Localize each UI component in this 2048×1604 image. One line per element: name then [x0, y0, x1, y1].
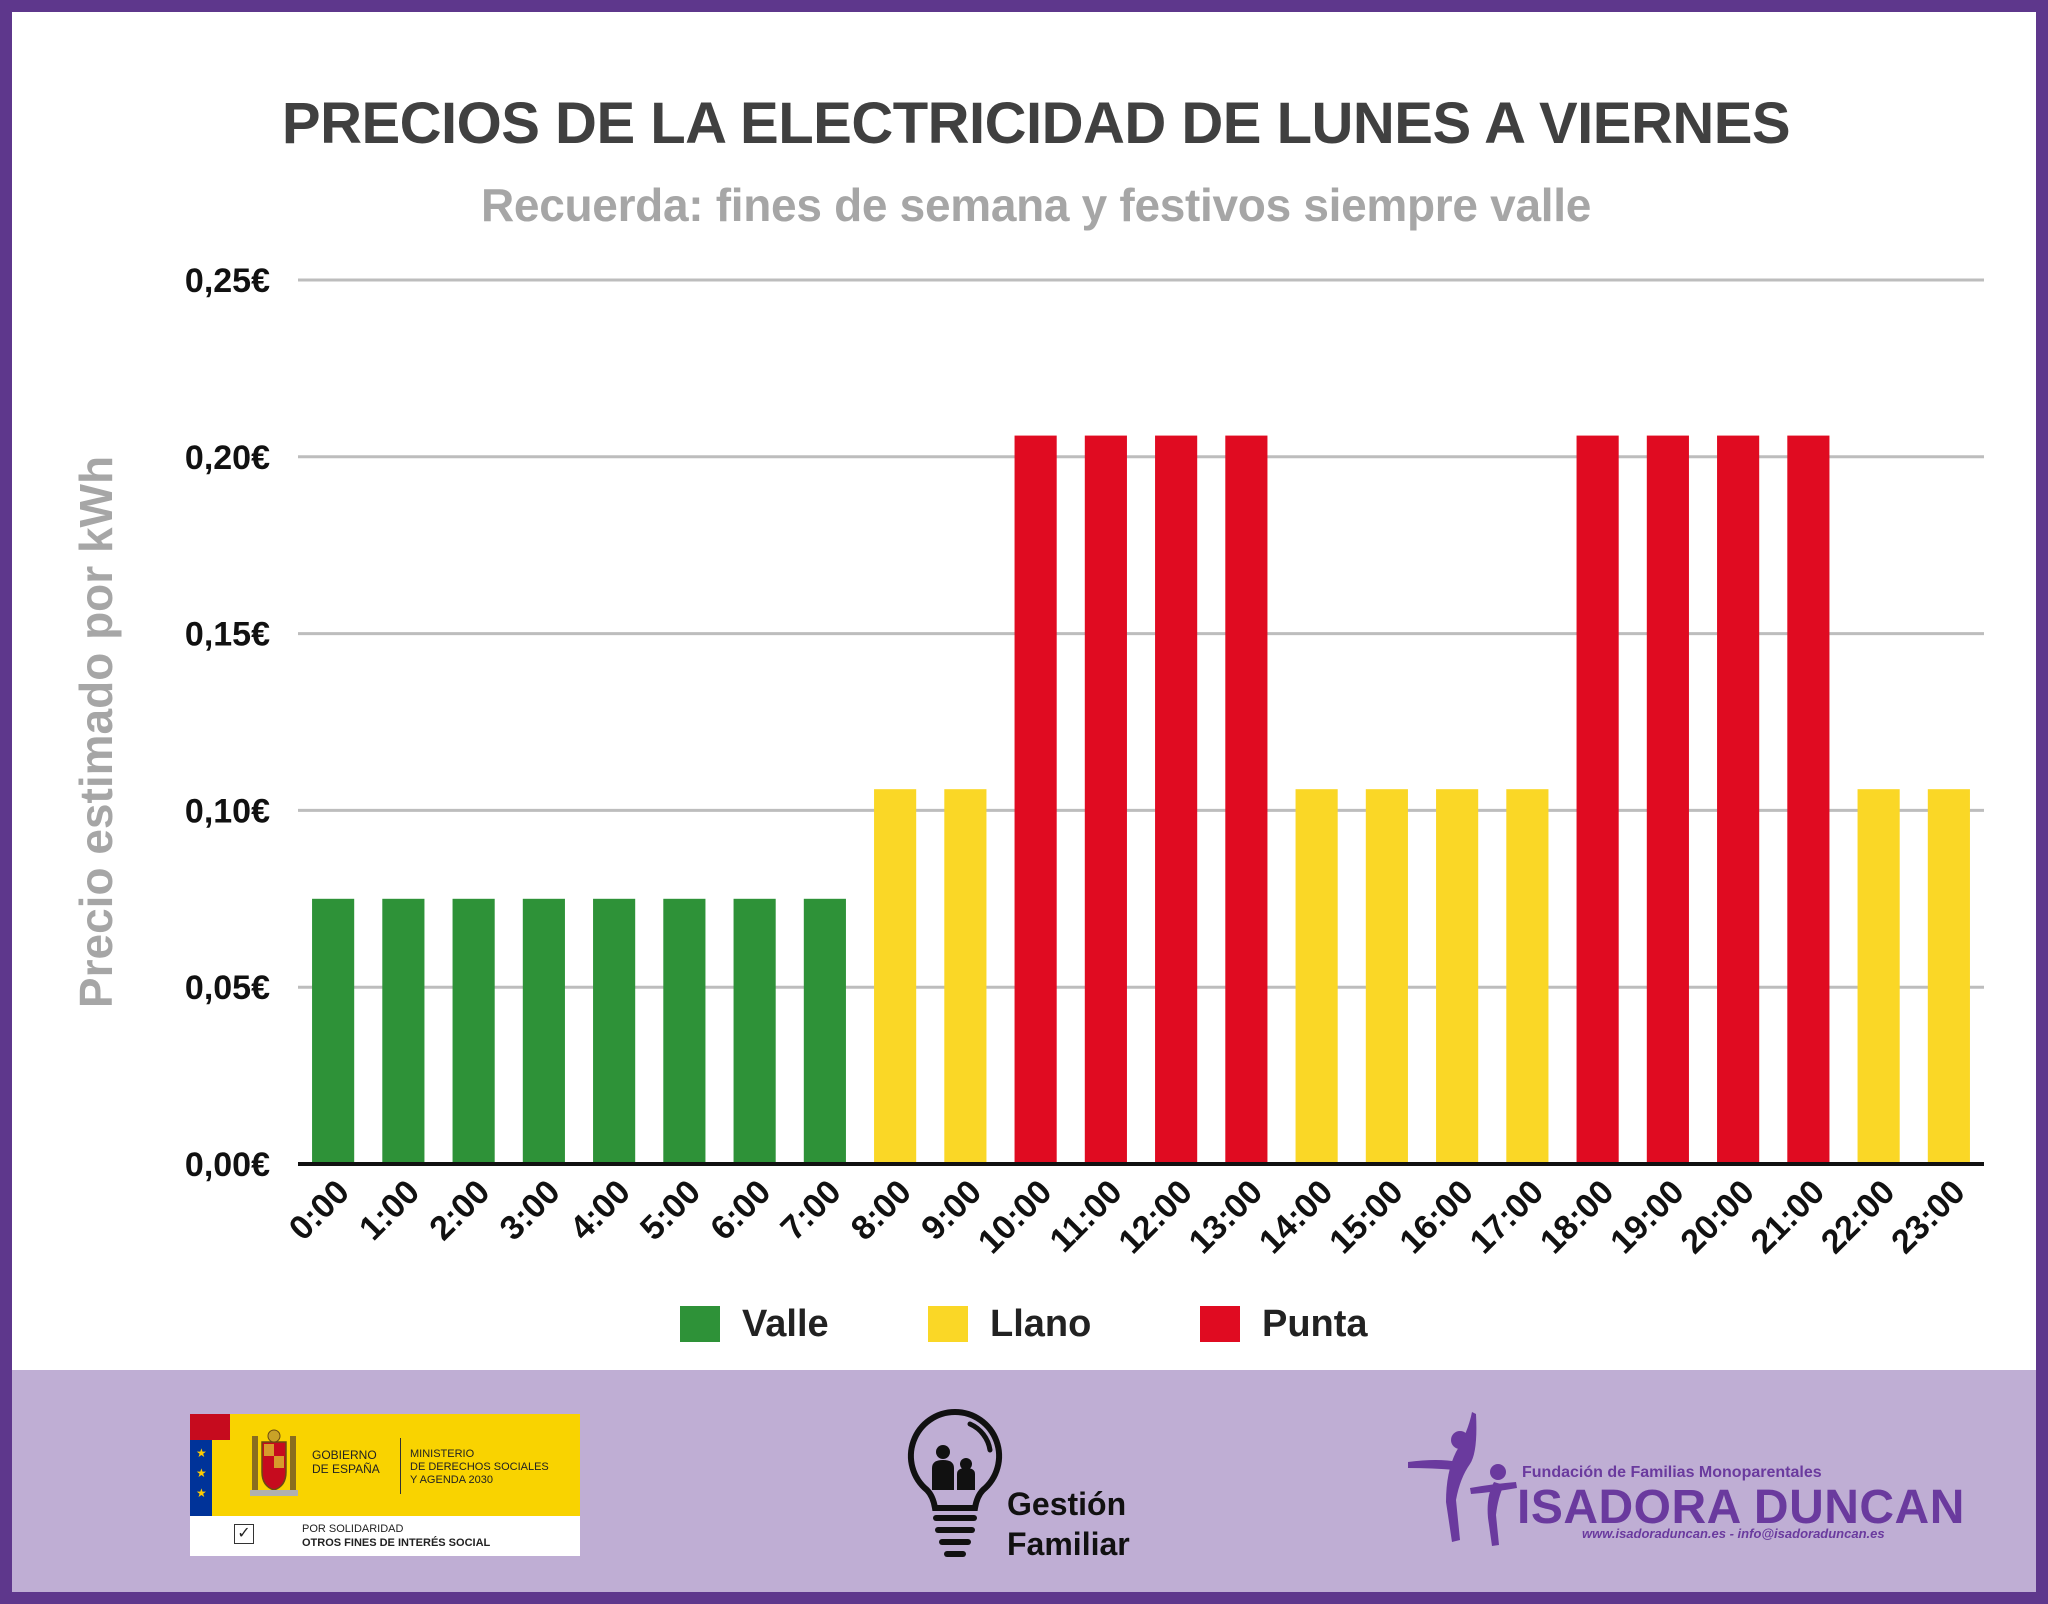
solidaridad-text: POR SOLIDARIDAD OTROS FINES DE INTERÉS S… — [302, 1523, 491, 1549]
x-tick-label: 16:00 — [1392, 1173, 1480, 1261]
x-tick-label: 1:00 — [352, 1173, 427, 1248]
bar — [1084, 435, 1127, 1165]
legend-swatch-valle — [680, 1306, 720, 1342]
bar — [1927, 789, 1970, 1164]
chart-subtitle: Recuerda: fines de semana y festivos sie… — [481, 179, 1591, 231]
x-tick-label: 13:00 — [1182, 1173, 1270, 1261]
website-contact: www.isadoraduncan.es - info@isadoradunca… — [1582, 1526, 1885, 1541]
x-tick-label: 5:00 — [633, 1173, 708, 1248]
gobierno-logo: ★ ★ ★ GOBIERNO DE ESPAÑA MINISTERIO — [190, 1414, 580, 1556]
x-tick-label: 17:00 — [1463, 1173, 1551, 1261]
bar — [874, 789, 917, 1164]
bar — [803, 898, 846, 1164]
x-tick-label: 11:00 — [1042, 1173, 1129, 1260]
x-tick-label: 10:00 — [971, 1173, 1059, 1261]
bar — [733, 898, 776, 1164]
bar — [944, 789, 987, 1164]
bar-chart: 0,00€ 0,05€ 0,10€ 0,15€ 0,20€ 0,25€ Precio est… — [70, 262, 1984, 1345]
y-tick-label: 0,15€ — [185, 616, 270, 654]
bar — [382, 898, 425, 1164]
bar — [663, 898, 706, 1164]
legend-label-llano: Llano — [990, 1303, 1091, 1345]
y-tick-label: 0,10€ — [185, 792, 270, 830]
bar — [1155, 435, 1198, 1165]
bar — [522, 898, 565, 1164]
x-tick-label: 14:00 — [1252, 1173, 1340, 1261]
y-tick-label: 0,25€ — [185, 262, 270, 300]
y-axis-label: Precio estimado por kWh — [70, 456, 122, 1008]
bar — [1857, 789, 1900, 1164]
checkbox-icon: ✓ — [234, 1524, 254, 1544]
x-tick-label: 6:00 — [703, 1173, 778, 1248]
bar — [1225, 435, 1268, 1165]
gov-yellow-band: GOBIERNO DE ESPAÑA MINISTERIO DE DERECHO… — [230, 1414, 580, 1516]
eu-spain-flag-icon: ★ ★ ★ — [190, 1414, 230, 1516]
x-tick-label: 3:00 — [493, 1173, 568, 1248]
bar — [1365, 789, 1408, 1164]
bar — [1787, 435, 1830, 1165]
x-tick-label: 4:00 — [563, 1173, 638, 1248]
bar — [1576, 435, 1619, 1165]
x-tick-label: 21:00 — [1744, 1173, 1832, 1261]
x-tick-label: 20:00 — [1673, 1173, 1761, 1261]
bar — [312, 898, 355, 1164]
bar — [1295, 789, 1338, 1164]
x-tick-label: 8:00 — [844, 1173, 919, 1248]
legend-label-valle: Valle — [742, 1303, 829, 1345]
x-tick-label: 2:00 — [422, 1173, 497, 1248]
gestion-familiar-label: Gestión Familiar — [1007, 1486, 1130, 1562]
dancer-figures-icon — [1408, 1412, 1517, 1546]
chart-title: PRECIOS DE LA ELECTRICIDAD DE LUNES A VI… — [281, 91, 1791, 156]
legend-swatch-punta — [1200, 1306, 1240, 1342]
gobierno-text: GOBIERNO DE ESPAÑA — [312, 1448, 380, 1476]
x-tick-label: 7:00 — [774, 1173, 849, 1248]
x-tick-label: 22:00 — [1814, 1173, 1902, 1261]
legend-swatch-llano — [928, 1306, 968, 1342]
bar — [1646, 435, 1689, 1165]
ministerio-text: MINISTERIO DE DERECHOS SOCIALES Y AGENDA… — [410, 1448, 549, 1486]
fundacion-label: Fundación de Familias Monoparentales — [1522, 1464, 1822, 1481]
y-tick-label: 0,00€ — [185, 1146, 270, 1184]
bar — [1014, 435, 1057, 1165]
x-tick-label: 19:00 — [1603, 1173, 1691, 1261]
y-tick-label: 0,05€ — [185, 969, 270, 1007]
bar — [1717, 435, 1760, 1165]
legend-label-punta: Punta — [1262, 1303, 1368, 1345]
coat-of-arms-icon — [250, 1429, 298, 1496]
x-tick-label: 15:00 — [1322, 1173, 1410, 1261]
bar — [1436, 789, 1479, 1164]
y-tick-label: 0,20€ — [185, 439, 270, 477]
x-tick-label: 23:00 — [1884, 1173, 1972, 1261]
bar — [452, 898, 495, 1164]
x-tick-label: 0:00 — [282, 1173, 357, 1248]
x-tick-label: 12:00 — [1111, 1173, 1199, 1261]
lightbulb-family-icon — [907, 1408, 1003, 1557]
bar — [1506, 789, 1549, 1164]
x-tick-label: 18:00 — [1533, 1173, 1621, 1261]
bar — [593, 898, 636, 1164]
isadora-duncan-logo-text: ISADORA DUNCAN — [1517, 1481, 1965, 1534]
